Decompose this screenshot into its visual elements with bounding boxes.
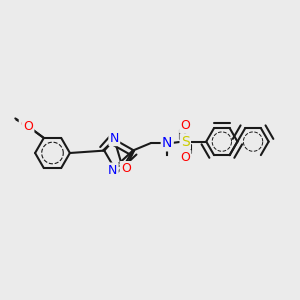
Text: S: S: [181, 135, 190, 148]
Text: O: O: [121, 162, 130, 175]
Text: O: O: [180, 119, 190, 132]
Text: O: O: [20, 118, 30, 130]
Text: N: N: [108, 164, 118, 177]
Text: O: O: [23, 120, 33, 133]
Text: O: O: [180, 151, 190, 164]
Text: N: N: [162, 136, 172, 150]
Text: N: N: [110, 132, 119, 145]
